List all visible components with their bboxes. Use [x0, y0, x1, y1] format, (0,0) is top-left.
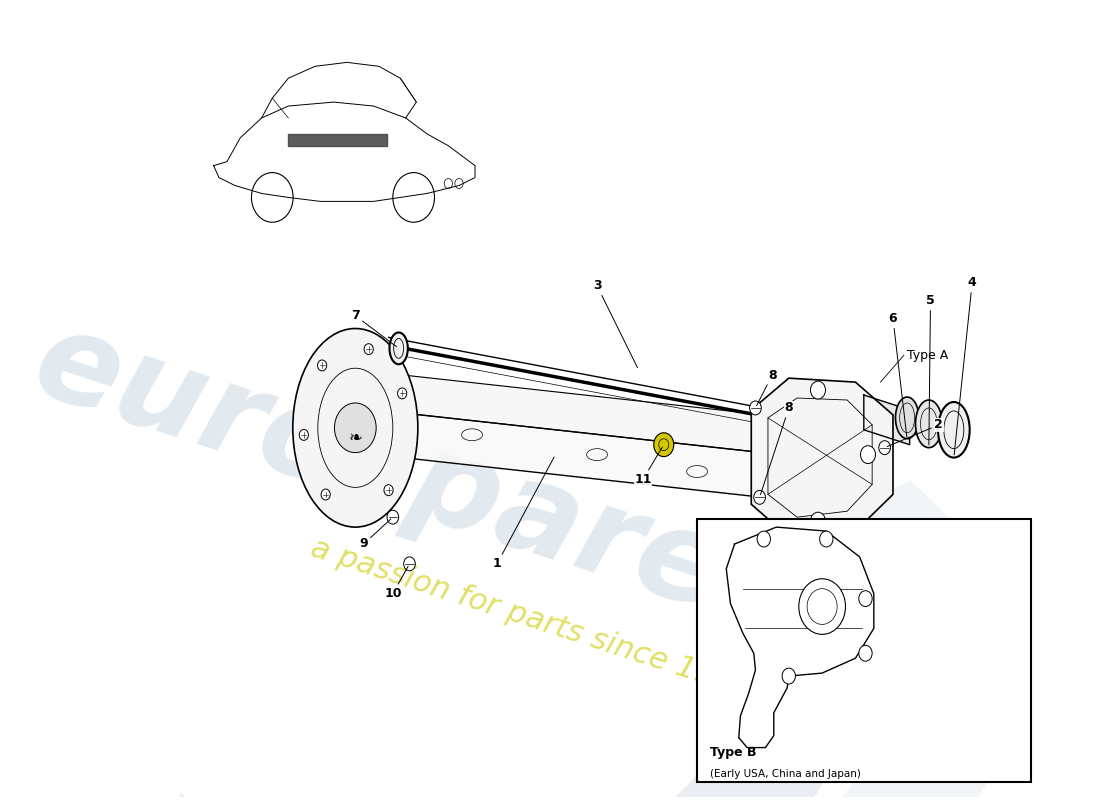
- Circle shape: [820, 531, 833, 547]
- Circle shape: [749, 401, 761, 415]
- Text: 10: 10: [384, 566, 408, 600]
- Circle shape: [404, 557, 416, 571]
- Ellipse shape: [915, 400, 943, 448]
- Circle shape: [859, 590, 872, 606]
- Text: a passion for parts since 1985: a passion for parts since 1985: [307, 534, 755, 703]
- Text: (Early USA, China and Japan): (Early USA, China and Japan): [710, 770, 860, 779]
- Polygon shape: [864, 395, 910, 445]
- Text: 11: 11: [635, 447, 662, 486]
- Text: Type A: Type A: [908, 349, 948, 362]
- Text: 2: 2: [888, 418, 943, 446]
- Polygon shape: [2, 598, 864, 800]
- Circle shape: [318, 360, 327, 371]
- Circle shape: [299, 430, 308, 440]
- Circle shape: [754, 490, 766, 504]
- Circle shape: [860, 446, 876, 463]
- Ellipse shape: [293, 329, 418, 527]
- Circle shape: [384, 485, 393, 496]
- Circle shape: [653, 433, 674, 457]
- Polygon shape: [0, 481, 1014, 800]
- Circle shape: [397, 388, 407, 399]
- Circle shape: [811, 381, 825, 399]
- Text: 3: 3: [593, 279, 638, 368]
- Polygon shape: [751, 378, 893, 537]
- Polygon shape: [330, 370, 810, 454]
- Text: 6: 6: [889, 312, 906, 437]
- Circle shape: [757, 531, 770, 547]
- Circle shape: [879, 441, 891, 454]
- Circle shape: [321, 489, 330, 500]
- Circle shape: [364, 344, 373, 354]
- Text: 1: 1: [493, 457, 554, 570]
- Circle shape: [811, 512, 825, 530]
- Circle shape: [334, 403, 376, 453]
- Ellipse shape: [895, 397, 918, 438]
- Text: 9: 9: [360, 519, 390, 550]
- Polygon shape: [288, 134, 387, 146]
- Circle shape: [782, 668, 795, 684]
- Ellipse shape: [389, 333, 408, 364]
- FancyBboxPatch shape: [697, 519, 1031, 782]
- Circle shape: [859, 646, 872, 661]
- Polygon shape: [330, 405, 781, 499]
- Ellipse shape: [938, 402, 970, 458]
- Text: ❧: ❧: [349, 429, 362, 446]
- Circle shape: [387, 510, 398, 524]
- Text: Type B: Type B: [710, 746, 756, 759]
- Text: 4: 4: [954, 276, 977, 455]
- Text: 8: 8: [757, 369, 777, 406]
- Text: eurospares: eurospares: [19, 300, 808, 659]
- Circle shape: [799, 578, 846, 634]
- Text: 5: 5: [926, 294, 935, 445]
- Text: 7: 7: [351, 309, 396, 346]
- Text: 8: 8: [760, 402, 793, 494]
